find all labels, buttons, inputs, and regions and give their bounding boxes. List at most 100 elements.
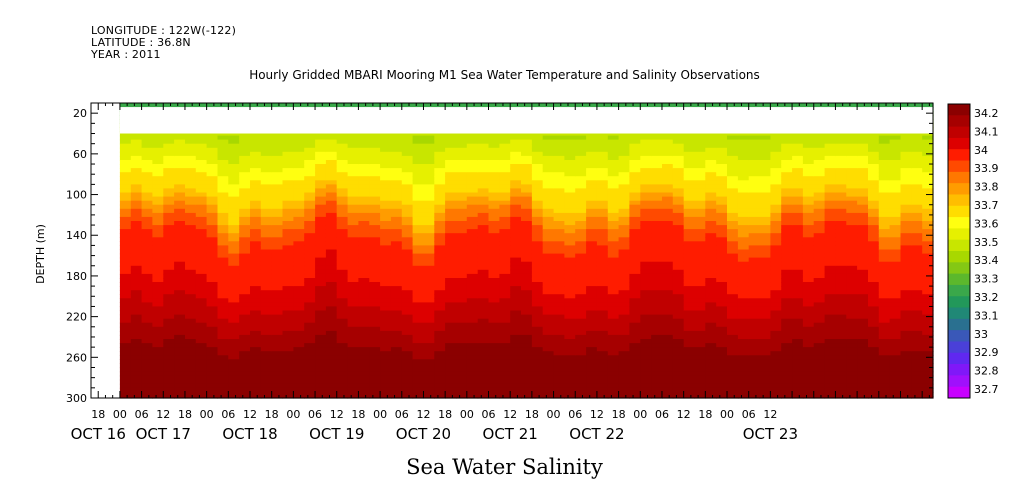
heatmap-cell [380, 278, 392, 283]
heatmap-cell [358, 253, 370, 259]
heatmap-cell [802, 200, 815, 206]
heatmap-cell [390, 343, 403, 348]
heatmap-cell [510, 261, 522, 267]
heatmap-cell [629, 241, 641, 246]
heatmap-cell [445, 200, 457, 206]
heatmap-cell [195, 151, 208, 157]
heatmap-cell [380, 298, 392, 303]
heatmap-cell [293, 391, 305, 397]
heatmap-cell [672, 225, 685, 230]
heatmap-cell [662, 233, 674, 238]
heatmap-cell [683, 172, 696, 177]
heatmap-cell [813, 139, 826, 145]
heatmap-cell [586, 208, 598, 214]
heatmap-cell [564, 237, 576, 242]
heatmap-cell [683, 196, 696, 202]
heatmap-cell [401, 176, 414, 181]
heatmap-cell [141, 396, 153, 399]
heatmap-cell [445, 225, 457, 230]
heatmap-cell [727, 265, 739, 271]
heatmap-cell [607, 396, 620, 399]
heatmap-cell [792, 151, 804, 157]
heatmap-cell [694, 379, 706, 385]
heatmap-cell [358, 151, 370, 157]
heatmap-cell [217, 147, 229, 153]
heatmap-cell [716, 147, 728, 153]
heatmap-cell [781, 339, 793, 344]
heatmap-cell [770, 164, 782, 169]
heatmap-cell [683, 347, 696, 352]
heatmap-cell [390, 176, 403, 181]
heatmap-cell [792, 147, 804, 153]
heatmap-cell [824, 172, 836, 177]
heatmap-cell [683, 155, 696, 161]
heatmap-cell [466, 155, 479, 161]
heatmap-cell [640, 184, 652, 190]
heatmap-cell [260, 168, 273, 173]
heatmap-cell [401, 192, 414, 198]
heatmap-cell [835, 143, 847, 149]
heatmap-cell [347, 176, 359, 181]
heatmap-cell [596, 180, 609, 185]
heatmap-cell [195, 139, 208, 145]
heatmap-cell [770, 355, 782, 360]
heatmap-cell [477, 286, 490, 291]
heatmap-cell [304, 310, 316, 316]
heatmap-cell [380, 180, 392, 185]
heatmap-cell [130, 367, 143, 373]
heatmap-cell [336, 371, 349, 377]
heatmap-cell [618, 306, 630, 312]
heatmap-cell [618, 143, 630, 149]
heatmap-cell [564, 143, 576, 149]
heatmap-cell [521, 176, 533, 181]
heatmap-cell [195, 290, 208, 295]
heatmap-cell [748, 200, 761, 206]
heatmap-cell [250, 310, 262, 316]
heatmap-cell [228, 294, 240, 299]
heatmap-cell [835, 379, 847, 385]
heatmap-cell [325, 261, 338, 267]
heatmap-cell [185, 221, 197, 226]
heatmap-cell [445, 261, 457, 267]
heatmap-cell [315, 273, 327, 279]
heatmap-cell [250, 367, 262, 373]
heatmap-cell [521, 367, 533, 373]
heatmap-cell [152, 273, 164, 279]
heatmap-cell [618, 147, 630, 153]
heatmap-cell [336, 143, 349, 149]
heatmap-cell [119, 176, 132, 181]
heatmap-cell [737, 379, 750, 385]
heatmap-cell [705, 139, 717, 145]
heatmap-cell [250, 322, 262, 328]
heatmap-cell [488, 375, 500, 381]
heatmap-cell [477, 208, 490, 214]
heatmap-cell [119, 229, 132, 234]
heatmap-cell [228, 298, 240, 303]
heatmap-cell [185, 172, 197, 177]
heatmap-cell [748, 131, 761, 137]
heatmap-cell [575, 273, 587, 279]
heatmap-cell [477, 151, 490, 157]
heatmap-cell [542, 143, 555, 149]
heatmap-cell [521, 139, 533, 145]
heatmap-cell [846, 172, 858, 177]
heatmap-cell [456, 383, 468, 389]
heatmap-cell [575, 343, 587, 348]
heatmap-cell [651, 343, 663, 348]
heatmap-cell [206, 306, 218, 312]
heatmap-cell [445, 359, 457, 364]
heatmap-cell [369, 147, 381, 153]
heatmap-cell [499, 172, 511, 177]
heatmap-cell [542, 245, 555, 251]
heatmap-cell [141, 168, 153, 173]
heatmap-cell [521, 245, 533, 251]
heatmap-cell [802, 229, 815, 234]
heatmap-cell [390, 326, 403, 332]
heatmap-cell [651, 139, 663, 145]
heatmap-cell [564, 347, 576, 352]
heatmap-cell [683, 379, 696, 385]
heatmap-cell [716, 273, 728, 279]
heatmap-cell [380, 290, 392, 295]
heatmap-cell [325, 298, 338, 303]
heatmap-cell [694, 347, 706, 352]
